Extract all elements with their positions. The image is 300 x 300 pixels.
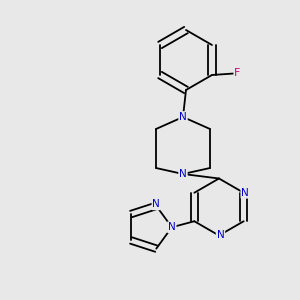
- Text: N: N: [241, 188, 249, 198]
- Text: F: F: [234, 68, 241, 79]
- Text: N: N: [217, 230, 224, 241]
- Text: N: N: [179, 169, 187, 179]
- Text: N: N: [179, 112, 187, 122]
- Text: N: N: [152, 200, 160, 209]
- Text: N: N: [168, 222, 176, 232]
